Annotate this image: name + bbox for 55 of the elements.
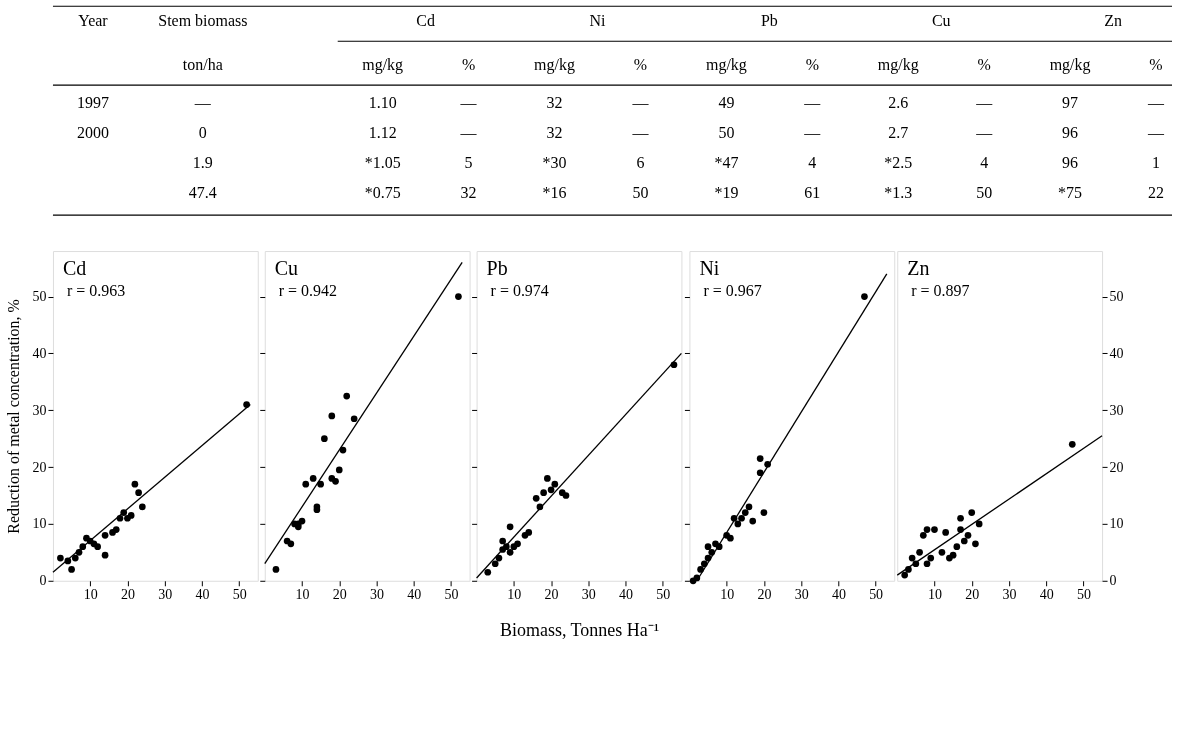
chart-title: Zn [907,257,930,280]
x-tick-label: 50 [869,587,884,603]
y-tick-label: 50 [32,289,47,305]
text: 1997 — 1.10 — 32 — 49 — 2.6 — 97 — [76,94,1164,112]
x-tick-label: 50 [232,587,247,603]
x-tick-label: 20 [757,587,772,603]
x-tick-label: 20 [965,587,980,603]
y-tick-label: 20 [1109,459,1124,475]
x-tick-label: 50 [444,587,459,603]
x-tick-label: 20 [120,587,135,603]
text: 1.9 *1.05 5 *30 6 *47 4 *2.5 4 96 1 [192,154,1161,172]
annotation: r = 0.974 [490,282,549,300]
x-tick-label: 10 [720,587,735,603]
y-tick-label: 0 [39,573,47,589]
x-tick-label: 10 [295,587,310,603]
y-tick-label: 30 [32,402,47,418]
y-tick-label: 10 [1109,516,1124,532]
chart-title: Cd [62,257,87,280]
x-tick-label: 10 [927,587,942,603]
y-tick-label: 20 [32,459,47,475]
text: 2000 0 1.12 — 32 — 50 — 2.7 — 96 — [76,124,1164,142]
text: ton/ha mg/kg % mg/kg % mg/kg % mg/kg % mg/kg % [182,56,1163,74]
y-tick-label: 40 [1109,345,1124,361]
annotation: r = 0.963 [66,282,126,300]
chart-title: Pb [486,257,508,280]
y-tick-label: 50 [1109,289,1124,305]
x-axis-title: Biomass, Tonnes Ha⁻¹ [499,620,660,641]
x-tick-label: 50 [656,587,671,603]
x-tick-label: 40 [407,587,422,603]
y-tick-label: 0 [1109,573,1117,589]
chart-title: Cu [274,257,299,280]
y-tick-label: 30 [1109,402,1124,418]
annotation: r = 0.942 [278,282,338,300]
annotation: r = 0.967 [703,282,762,300]
x-tick-label: 20 [544,587,559,603]
text: 47.4 *0.75 32 *16 50 *19 61 *1.3 50 *75 22 [188,184,1164,202]
x-tick-label: 10 [83,587,98,603]
x-tick-label: 30 [581,587,596,603]
x-tick-label: 40 [831,587,846,603]
y-axis-title: Reduction of metal concentration, % [5,299,23,534]
x-tick-label: 30 [158,587,173,603]
y-tick-label: 10 [32,516,47,532]
x-tick-label: 40 [195,587,210,603]
x-tick-label: 30 [370,587,384,603]
chart-title: Ni [699,257,720,280]
x-tick-label: 40 [1039,587,1054,603]
x-tick-label: 30 [794,587,809,603]
x-tick-label: 10 [507,587,522,603]
x-tick-label: 40 [619,587,634,603]
annotation: r = 0.897 [911,282,970,300]
x-tick-label: 30 [1002,587,1017,603]
y-tick-label: 40 [32,345,47,361]
x-tick-label: 50 [1076,587,1091,603]
x-tick-label: 20 [332,587,347,603]
text: Year Stem biomass Cd Ni Pb Cu Zn [78,12,1122,30]
